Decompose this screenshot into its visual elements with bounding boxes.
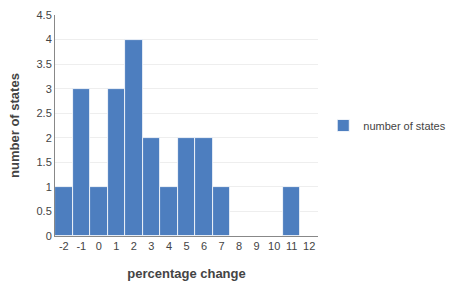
svg-text:0: 0 (96, 240, 102, 252)
svg-text:1.5: 1.5 (37, 156, 52, 168)
svg-text:3: 3 (46, 83, 52, 95)
svg-text:0: 0 (46, 230, 52, 242)
svg-text:2: 2 (46, 132, 52, 144)
svg-text:10: 10 (268, 240, 280, 252)
svg-text:4: 4 (46, 33, 52, 45)
svg-text:2: 2 (131, 240, 137, 252)
svg-text:percentage change: percentage change (127, 266, 246, 281)
svg-text:1: 1 (46, 181, 52, 193)
svg-text:1: 1 (113, 240, 119, 252)
svg-text:-2: -2 (59, 240, 69, 252)
svg-text:9: 9 (254, 240, 260, 252)
svg-text:5: 5 (183, 240, 189, 252)
svg-text:4: 4 (166, 240, 172, 252)
svg-text:12: 12 (303, 240, 315, 252)
svg-text:2.5: 2.5 (37, 107, 52, 119)
svg-text:6: 6 (201, 240, 207, 252)
svg-text:number of states: number of states (363, 120, 445, 132)
svg-text:11: 11 (286, 240, 297, 252)
svg-text:3.5: 3.5 (37, 58, 52, 70)
svg-text:7: 7 (219, 240, 225, 252)
svg-text:8: 8 (236, 240, 242, 252)
svg-text:0.5: 0.5 (37, 205, 52, 217)
svg-text:3: 3 (148, 240, 154, 252)
svg-text:4.5: 4.5 (37, 9, 52, 21)
svg-text:number of states: number of states (7, 73, 22, 178)
svg-text:-1: -1 (76, 240, 86, 252)
